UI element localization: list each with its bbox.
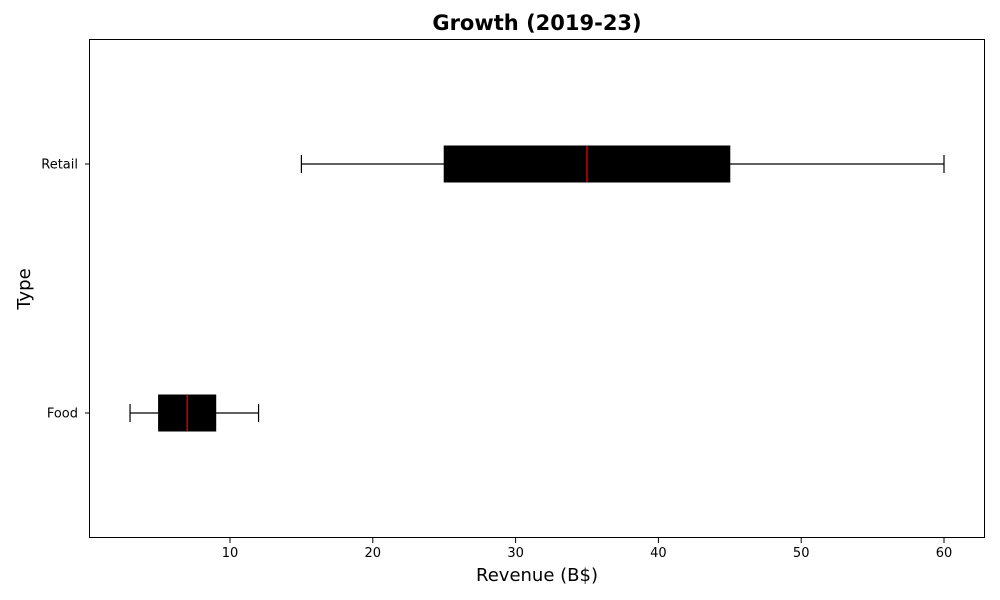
x-tick-label: 60 [936, 546, 953, 561]
x-tick-label: 30 [507, 546, 524, 561]
x-axis-label: Revenue (B$) [476, 565, 598, 586]
plot-area [89, 39, 985, 538]
y-tick-label: Food [47, 407, 78, 422]
chart-title: Growth (2019-23) [432, 11, 641, 35]
x-tick-label: 50 [793, 546, 810, 561]
x-tick-label: 10 [222, 546, 239, 561]
chart-marks [129, 145, 945, 432]
x-tick-label: 40 [650, 546, 667, 561]
box-group-retail [300, 145, 945, 183]
x-tick-label: 20 [365, 546, 382, 561]
y-axis-label: Type [14, 268, 35, 310]
x-axis-ticks: 10 20 30 40 50 60 [222, 538, 953, 561]
box-group-food [129, 394, 260, 432]
y-tick-label: Retail [41, 158, 78, 173]
y-axis-ticks: Food Retail [41, 158, 90, 422]
